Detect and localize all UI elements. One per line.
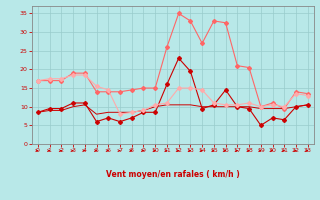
X-axis label: Vent moyen/en rafales ( km/h ): Vent moyen/en rafales ( km/h ) [106,170,240,179]
